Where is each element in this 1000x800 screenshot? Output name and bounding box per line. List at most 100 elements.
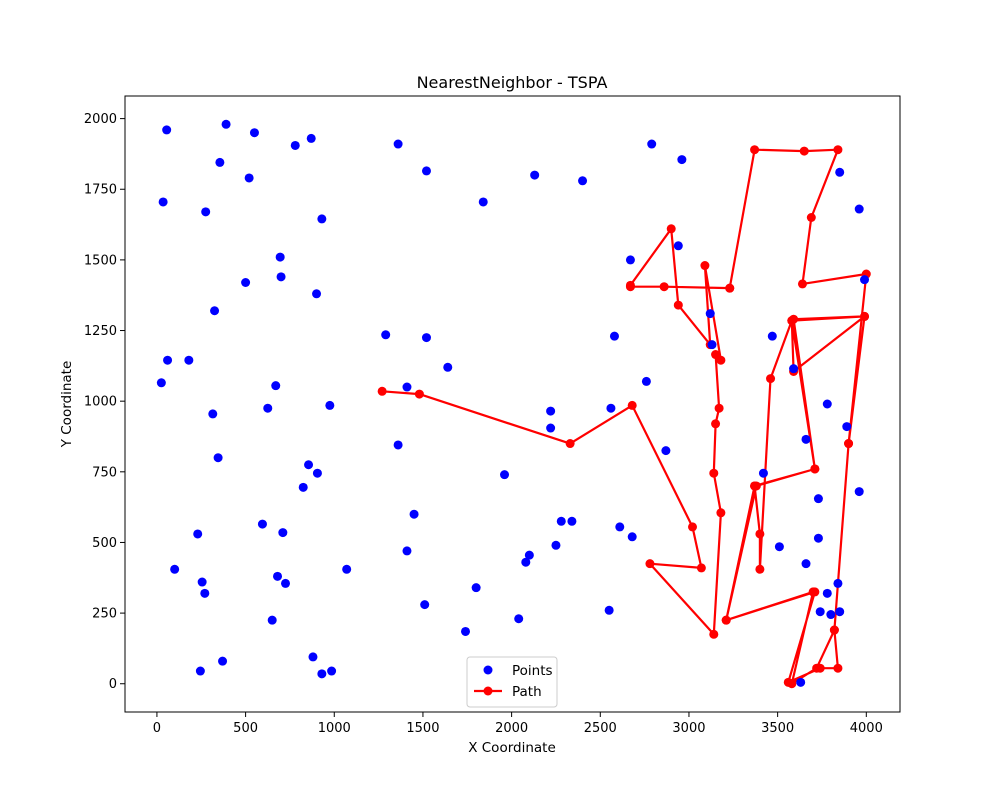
scatter-point — [193, 529, 203, 539]
path-point — [721, 615, 731, 625]
scatter-point — [312, 289, 322, 299]
x-tick-label: 1000 — [318, 721, 351, 736]
x-tick-label: 500 — [233, 721, 258, 736]
y-tick-label: 1250 — [84, 324, 117, 339]
path-point — [810, 464, 820, 474]
scatter-point — [393, 440, 403, 450]
x-tick-label: 0 — [153, 721, 161, 736]
scatter-point — [822, 588, 832, 598]
scatter-point — [381, 330, 391, 340]
scatter-point — [241, 277, 251, 287]
scatter-point — [215, 157, 225, 167]
scatter-point — [420, 600, 430, 610]
path-point — [625, 282, 635, 292]
path-point — [755, 564, 765, 574]
scatter-point — [244, 173, 254, 183]
scatter-point — [421, 333, 431, 343]
path-point — [414, 389, 424, 399]
scatter-point — [409, 509, 419, 519]
scatter-point — [789, 364, 799, 374]
y-axis-ticks: 0 250 500 750 1000 1250 1500 1750 2000 — [84, 112, 125, 692]
scatter-point — [551, 540, 561, 550]
scatter-point — [567, 516, 577, 526]
y-tick-label: 0 — [109, 677, 117, 692]
scatter-point — [500, 470, 510, 480]
scatter-point — [478, 197, 488, 207]
path-point — [688, 522, 698, 532]
scatter-point — [195, 666, 205, 676]
x-tick-label: 1500 — [406, 721, 439, 736]
path-point — [627, 400, 637, 410]
scatter-point — [162, 125, 172, 135]
scatter-point — [327, 666, 337, 676]
scatter-point — [221, 119, 231, 129]
scatter-point — [298, 482, 308, 492]
x-tick-label: 3500 — [761, 721, 794, 736]
scatter-point — [263, 403, 273, 413]
scatter-point — [471, 583, 481, 593]
path-point — [808, 587, 818, 597]
scatter-point — [443, 362, 453, 372]
scatter-point — [661, 446, 671, 456]
path-point — [377, 386, 387, 396]
scatter-point — [218, 656, 228, 666]
scatter-point — [647, 139, 657, 149]
scatter-point — [156, 378, 166, 388]
x-axis-label: X Coordinate — [468, 740, 556, 756]
scatter-point — [208, 409, 218, 419]
scatter-point — [325, 400, 335, 410]
path-point — [829, 625, 839, 635]
path-point — [844, 439, 854, 449]
path-point — [860, 311, 870, 321]
path-point — [725, 283, 735, 293]
scatter-point — [815, 607, 825, 617]
y-tick-label: 1000 — [84, 395, 117, 410]
path-point — [750, 481, 760, 491]
scatter-point — [317, 214, 327, 224]
scatter-point — [822, 399, 832, 409]
scatter-point — [860, 275, 870, 285]
scatter-point — [201, 207, 211, 217]
path-point — [711, 350, 721, 360]
scatter-point — [641, 376, 651, 386]
scatter-point — [280, 578, 290, 588]
path-point — [787, 316, 797, 326]
scatter-point — [308, 652, 318, 662]
scatter-point — [312, 468, 322, 478]
scatter-point — [530, 170, 540, 180]
scatter-point — [402, 382, 412, 392]
scatter-point — [604, 605, 614, 615]
scatter-point — [854, 204, 864, 214]
legend-points-label: Points — [512, 663, 553, 679]
path-point — [714, 403, 724, 413]
scatter-point — [758, 468, 768, 478]
scatter-point — [578, 176, 588, 186]
scatter-point — [774, 542, 784, 552]
scatter-point — [257, 519, 267, 529]
legend-path-label: Path — [512, 684, 542, 700]
x-tick-label: 3000 — [672, 721, 705, 736]
y-axis-label: Y Coordinate — [59, 361, 75, 449]
scatter-point — [158, 197, 168, 207]
path-point — [565, 439, 575, 449]
path-point — [797, 279, 807, 289]
path-point — [709, 468, 719, 478]
legend-path-marker — [483, 686, 493, 696]
y-tick-label: 1500 — [84, 253, 117, 268]
scatter-point — [304, 460, 314, 470]
x-tick-label: 2000 — [495, 721, 528, 736]
path-point — [645, 559, 655, 569]
path-point — [787, 679, 797, 689]
points-series — [156, 119, 870, 687]
path-point — [716, 508, 726, 518]
scatter-point — [796, 677, 806, 687]
scatter-point — [267, 615, 277, 625]
path-point — [755, 529, 765, 539]
scatter-point — [625, 255, 635, 265]
path-point — [673, 300, 683, 310]
scatter-point — [278, 528, 288, 538]
path-point — [833, 663, 843, 673]
y-tick-label: 750 — [92, 465, 117, 480]
path-point — [812, 663, 822, 673]
path-point — [716, 355, 726, 365]
